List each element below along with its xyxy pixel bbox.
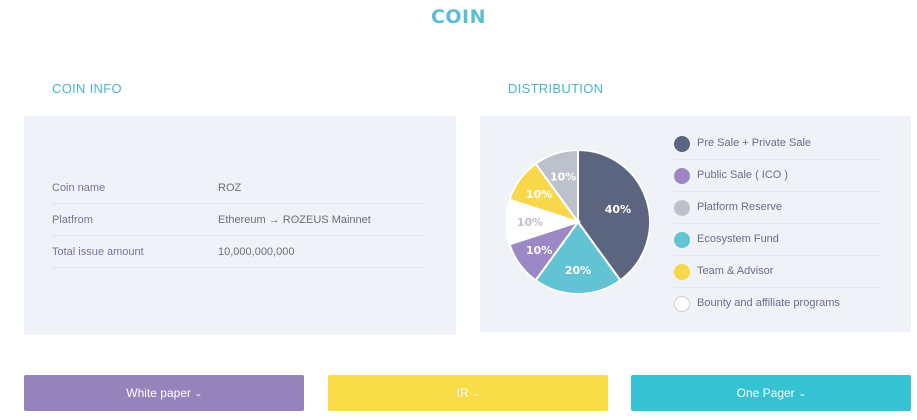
coin-info-row: Coin name ROZ xyxy=(52,172,426,204)
coin-name-label: Coin name xyxy=(52,182,106,194)
coin-info-panel: Coin name ROZ Platfrom Ethereum → ROZEUS… xyxy=(24,116,456,335)
pie-slice xyxy=(534,150,579,226)
coin-info-row: Platfrom Ethereum → ROZEUS Mainnet xyxy=(52,204,426,236)
coin-info-title: COIN INFO xyxy=(52,81,122,96)
pie-slice-label: 10% xyxy=(517,216,543,229)
chevron-down-icon: ⌄ xyxy=(193,388,203,398)
legend-item: Team & Advisor xyxy=(674,256,882,288)
pie-slice xyxy=(577,150,650,282)
coin-info-table: Coin name ROZ Platfrom Ethereum → ROZEUS… xyxy=(52,172,426,268)
legend-swatch xyxy=(674,296,690,312)
ir-button[interactable]: IR ⌄ xyxy=(328,375,608,411)
legend-label: Public Sale ( ICO ) xyxy=(697,169,789,181)
total-issue-label: Total issue amount xyxy=(52,246,144,258)
legend-item: Bounty and affiliate programs xyxy=(674,288,882,320)
distribution-pie-chart: 40% 20% 10% 10% 10% 10% xyxy=(506,150,650,294)
legend-swatch xyxy=(674,168,690,184)
total-issue-value: 10,000,000,000 xyxy=(218,246,295,258)
chevron-down-icon: ⌄ xyxy=(471,388,481,398)
legend-label: Bounty and affiliate programs xyxy=(697,297,840,309)
legend-swatch xyxy=(674,136,690,152)
legend-label: Ecosystem Fund xyxy=(697,233,779,245)
distribution-panel: 40% 20% 10% 10% 10% 10% Pre Sale + Private Sa… xyxy=(480,116,911,332)
white-paper-button[interactable]: White paper ⌄ xyxy=(24,375,304,411)
page-title: COIN xyxy=(430,6,487,28)
white-paper-label: White paper xyxy=(126,386,191,400)
legend-label: Platform Reserve xyxy=(697,201,782,213)
coin-name-value: ROZ xyxy=(218,182,242,194)
pie-slice-label: 40% xyxy=(605,203,631,216)
legend-item: Pre Sale + Private Sale xyxy=(674,128,882,160)
legend-item: Public Sale ( ICO ) xyxy=(674,160,882,192)
pie-slice-label: 20% xyxy=(565,264,591,277)
distribution-title: DISTRIBUTION xyxy=(508,81,604,96)
legend-label: Pre Sale + Private Sale xyxy=(697,137,812,149)
legend-swatch xyxy=(674,200,690,216)
distribution-legend: Pre Sale + Private Sale Public Sale ( IC… xyxy=(674,128,882,320)
one-pager-button[interactable]: One Pager ⌄ xyxy=(631,375,911,411)
platform-label: Platfrom xyxy=(52,214,93,226)
legend-label: Team & Advisor xyxy=(697,265,774,277)
legend-swatch xyxy=(674,264,690,280)
platform-value: Ethereum → ROZEUS Mainnet xyxy=(218,214,371,226)
legend-item: Platform Reserve xyxy=(674,192,882,224)
chevron-down-icon: ⌄ xyxy=(797,388,807,398)
legend-swatch xyxy=(674,232,690,248)
one-pager-label: One Pager xyxy=(736,386,795,400)
pie-slice-label: 10% xyxy=(526,188,552,201)
coin-info-row: Total issue amount 10,000,000,000 xyxy=(52,236,426,268)
legend-item: Ecosystem Fund xyxy=(674,224,882,256)
pie-slice-label: 10% xyxy=(526,244,552,257)
pie-slice-label: 10% xyxy=(550,170,576,183)
pie-slice xyxy=(534,220,622,294)
ir-label: IR xyxy=(456,386,469,400)
